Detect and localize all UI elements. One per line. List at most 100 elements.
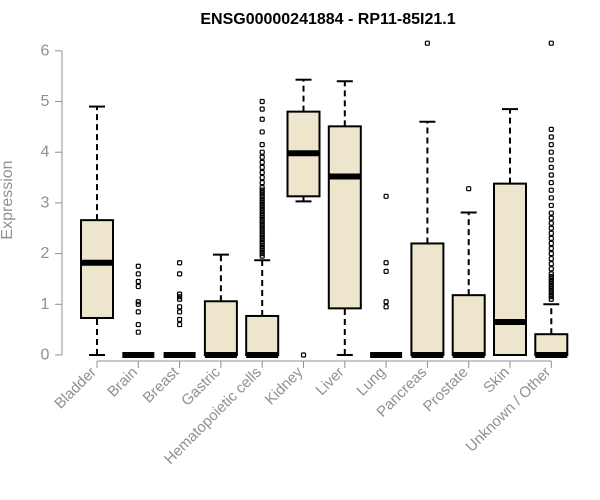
outlier-point xyxy=(548,273,554,280)
y-tick-label: 2 xyxy=(41,245,50,262)
outlier-point xyxy=(300,352,307,358)
y-tick-label: 1 xyxy=(41,296,50,313)
outlier-point xyxy=(259,180,265,186)
outlier-point xyxy=(259,129,265,135)
outlier-point xyxy=(548,278,554,285)
outlier-point xyxy=(177,291,183,297)
box-group xyxy=(163,260,196,358)
outlier-point xyxy=(259,243,265,249)
outlier-point xyxy=(548,180,554,186)
outlier-point xyxy=(259,218,265,224)
outlier-point xyxy=(259,200,265,206)
outlier-point xyxy=(259,187,265,193)
outlier-point xyxy=(259,185,265,191)
outlier-point xyxy=(259,230,265,236)
box xyxy=(203,300,238,356)
y-tick-label: 5 xyxy=(41,93,50,110)
box xyxy=(327,125,362,310)
x-tick-label: Lung xyxy=(353,364,389,400)
outlier-point xyxy=(548,210,554,216)
outlier-point xyxy=(259,169,265,176)
outlier-point xyxy=(548,40,554,46)
outlier-point xyxy=(548,235,554,241)
box-group xyxy=(327,80,362,356)
box-group xyxy=(286,78,321,358)
outlier-point xyxy=(259,220,265,226)
outlier-point xyxy=(259,228,265,234)
chart-title: ENSG00000241884 - RP11-85I21.1 xyxy=(200,11,455,28)
outlier-point xyxy=(177,271,183,277)
outlier-point xyxy=(548,172,554,178)
outlier-point xyxy=(135,301,141,307)
x-tick-label: Liver xyxy=(313,364,348,399)
outlier-point xyxy=(548,261,554,267)
outlier-point xyxy=(259,174,265,181)
outlier-point xyxy=(259,245,265,252)
outlier-point xyxy=(135,329,141,335)
y-axis: 0 1 2 3 4 5 6 xyxy=(41,42,63,364)
outlier-point xyxy=(548,157,554,163)
outlier-point xyxy=(177,296,183,302)
outlier-point xyxy=(383,304,389,310)
box-group xyxy=(203,253,238,358)
y-tick-label: 3 xyxy=(41,194,50,211)
box xyxy=(410,242,445,357)
box-group xyxy=(410,40,445,358)
x-tick-label: Bladder xyxy=(51,364,100,413)
outlier-point xyxy=(259,106,265,112)
outlier-point xyxy=(259,215,265,221)
box-group xyxy=(534,40,569,358)
outlier-point xyxy=(548,141,554,148)
outlier-point xyxy=(548,286,554,292)
outlier-point xyxy=(259,154,265,160)
y-tick-label: 4 xyxy=(41,144,50,161)
outlier-point xyxy=(259,98,265,105)
x-tick-label: Kidney xyxy=(262,363,307,408)
outlier-point xyxy=(548,271,554,277)
outlier-point xyxy=(135,263,141,269)
outlier-point xyxy=(548,294,554,300)
outlier-point xyxy=(259,207,265,214)
outlier-point xyxy=(259,210,265,216)
outlier-point xyxy=(548,296,554,302)
outlier-point xyxy=(548,251,554,257)
outlier-point xyxy=(548,240,554,247)
outlier-point xyxy=(135,299,141,305)
y-axis-label: Expression xyxy=(0,160,16,239)
y-tick-label: 6 xyxy=(41,42,50,59)
outlier-point xyxy=(383,268,389,274)
outlier-point xyxy=(548,126,554,132)
outlier-point xyxy=(548,289,554,295)
x-tick-label: Skin xyxy=(480,364,513,397)
outlier-point xyxy=(177,304,183,310)
box xyxy=(80,219,114,319)
box-group xyxy=(245,98,280,358)
outlier-point xyxy=(259,202,265,209)
outlier-point xyxy=(383,193,389,199)
outlier-point xyxy=(135,278,141,285)
outlier-point xyxy=(548,215,554,221)
outlier-point xyxy=(259,233,265,239)
x-tick-label: Prostate xyxy=(420,364,472,416)
outlier-point xyxy=(548,220,554,226)
outlier-point xyxy=(548,202,554,209)
box xyxy=(534,333,569,357)
outlier-point xyxy=(548,276,554,282)
outlier-point xyxy=(548,256,554,262)
outlier-point xyxy=(548,283,554,290)
box xyxy=(451,294,486,357)
box-group xyxy=(451,186,486,358)
outlier-point xyxy=(259,212,265,219)
outlier-point xyxy=(259,149,265,155)
outlier-point xyxy=(548,195,554,201)
outlier-point xyxy=(548,281,554,287)
outlier-point xyxy=(177,294,183,300)
outlier-point xyxy=(548,230,554,236)
outlier-point xyxy=(177,309,183,315)
outlier-point xyxy=(259,240,265,247)
outlier-point xyxy=(259,235,265,241)
outlier-point xyxy=(259,141,265,148)
outlier-point xyxy=(259,223,265,229)
